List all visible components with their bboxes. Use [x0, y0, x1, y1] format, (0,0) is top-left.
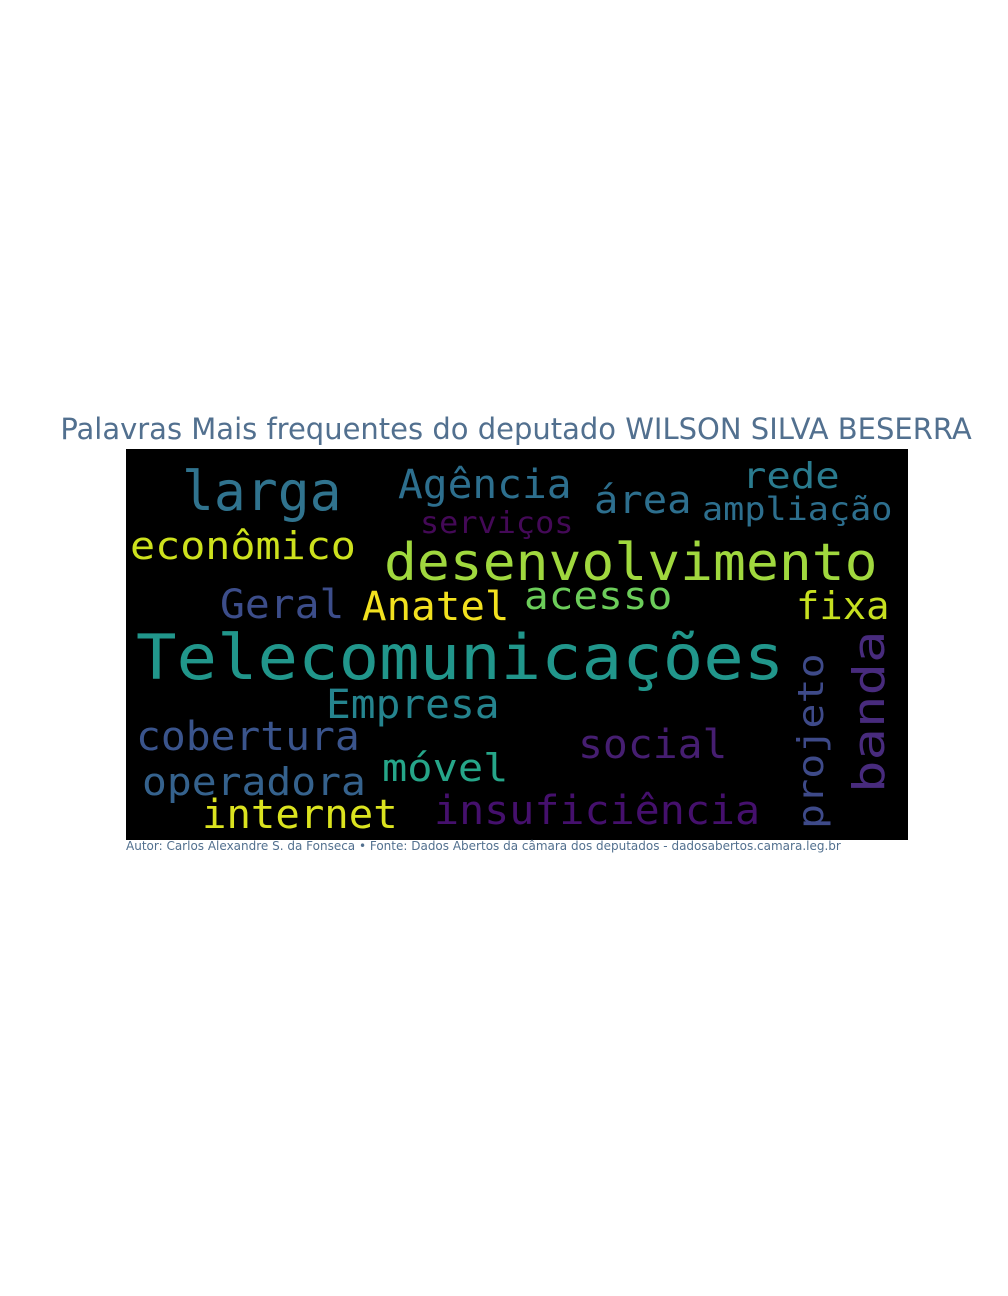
word-cloud-word: cobertura	[136, 714, 360, 760]
word-cloud-word: Empresa	[326, 682, 500, 728]
word-cloud-word: projeto	[791, 653, 832, 829]
word-cloud-word: fixa	[796, 584, 890, 628]
word-cloud-word: banda	[844, 630, 895, 793]
word-cloud-word: rede	[742, 456, 840, 497]
chart-title: Palavras Mais frequentes do deputado WIL…	[60, 412, 972, 446]
word-cloud-word: acesso	[524, 574, 673, 618]
word-cloud-word: econômico	[130, 524, 356, 568]
word-cloud-word: área	[594, 478, 692, 522]
word-cloud-word: Agência	[398, 462, 572, 508]
word-cloud-word: desenvolvimento	[384, 533, 878, 593]
word-cloud-word: social	[578, 722, 728, 768]
word-cloud: Telecomunicações desenvolvimento banda larg…	[126, 449, 908, 840]
word-cloud-word: serviços	[420, 506, 574, 541]
word-cloud-word: Anatel	[362, 584, 510, 630]
word-cloud-word: operadora	[142, 760, 366, 804]
word-cloud-word: insuficiência	[434, 788, 761, 834]
word-cloud-word: ampliação	[702, 490, 893, 528]
word-cloud-word: móvel	[382, 746, 509, 790]
source-caption: Autor: Carlos Alexandre S. da Fonseca • …	[126, 839, 841, 853]
word-cloud-word: Telecomunicações	[136, 621, 785, 694]
word-cloud-word: internet	[202, 792, 398, 838]
word-cloud-word: larga	[182, 460, 342, 523]
word-cloud-word: Geral	[220, 582, 345, 628]
